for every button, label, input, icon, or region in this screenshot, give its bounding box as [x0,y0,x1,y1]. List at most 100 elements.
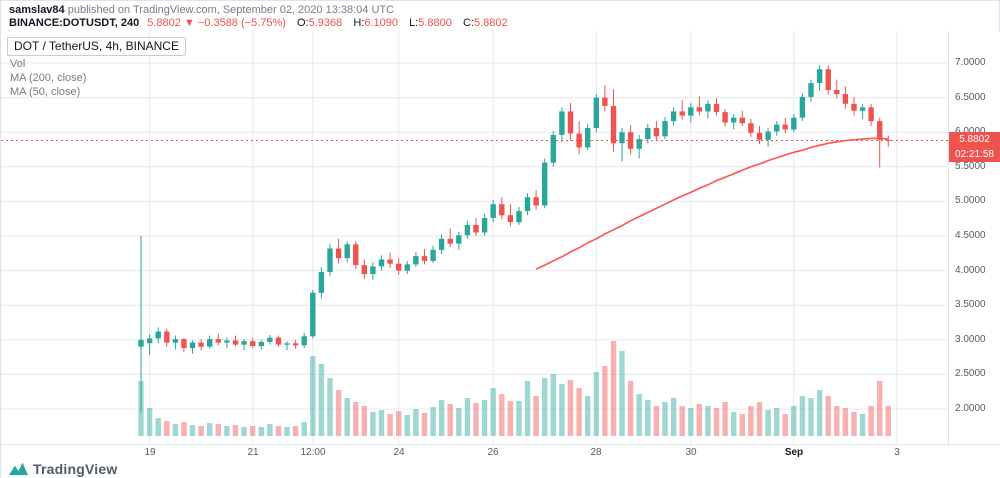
volume-bar [301,422,307,436]
price-axis-label: 2.5000 [955,368,986,379]
candle-body [421,256,428,261]
candle-body [198,342,204,347]
ohlc-close: C:5.8802 [462,17,508,29]
candle-body [267,337,273,342]
candle-body [799,96,806,118]
volume-bar [602,366,608,436]
volume-bar [576,388,582,436]
volume-bar [842,408,849,436]
time-axis-label: 19 [144,447,156,458]
brand-name: TradingView [33,460,118,477]
volume-bar [816,390,823,436]
candle-body [713,103,720,113]
volume-bar [808,398,814,436]
ohlc-high: H:6.1090 [353,17,398,29]
candle-body [301,336,307,346]
candle-body [490,204,496,218]
candlestick-chart[interactable] [1,31,948,444]
volume-bar [731,412,737,436]
volume-bar [224,426,230,436]
volume-bar [799,396,806,436]
username[interactable]: samslav84 [9,4,65,16]
price-axis-label: 5.0000 [955,195,986,206]
volume-bar [868,406,874,436]
candle-body [473,224,479,233]
volume-bar [404,415,410,436]
candle-body [645,128,651,140]
volume-bar [834,406,840,436]
candle-body [679,111,685,116]
candle-body [396,263,402,271]
legend-indicator-vol[interactable]: Vol [10,58,26,70]
legend-indicator-ma50[interactable]: MA (50, close) [10,86,81,98]
time-axis[interactable]: 19 21 12:00 24 26 28 30 Sep 3 [1,444,1000,459]
volume-bar [679,406,685,436]
time-axis-label: 30 [685,447,697,458]
candle-body [481,218,488,233]
volume-bar [396,411,402,436]
volume-bar [859,414,866,436]
volume-bar [585,396,591,436]
candle-body [670,111,677,122]
volume-bar [447,404,453,436]
volume-bar [146,408,153,436]
candle-body [765,131,771,140]
candle-body [705,103,711,112]
volume-bar [258,427,264,436]
time-axis-label: 24 [393,447,405,458]
legend-symbol-title[interactable]: DOT / TetherUS, 4h, BINANCE [7,37,186,56]
snapshot-header: samslav84 published on TradingView.com, … [1,1,999,31]
volume-bar [464,398,471,436]
price-axis-label: 3.5000 [955,299,986,310]
volume-bar [499,394,505,436]
time-axis-label: 21 [247,447,259,458]
candle-body [172,339,179,343]
volume-bar [524,381,531,436]
price-axis[interactable]: 7.0000 6.5000 6.0000 5.5000 5.0000 4.5000 4.00… [948,31,1000,459]
volume-bar [473,403,479,436]
ma50-line [535,137,889,270]
volume-bar [774,408,780,436]
price-axis-label: 6.0000 [955,126,986,138]
candle-body [585,128,591,148]
candle-body [250,341,256,346]
volume-bar [516,401,522,436]
candle-body [164,331,170,343]
candle-body [499,204,505,216]
candle-body [696,107,702,112]
candle-body [224,340,230,343]
volume-bar [155,418,161,436]
volume-bar [636,394,642,436]
volume-bar [722,402,728,436]
candle-body [791,117,797,130]
candle-body [275,337,282,345]
volume-bar [748,406,754,436]
symbol-interval[interactable]: BINANCE:DOTUSDT, 240 [9,17,140,29]
volume-bar [198,426,204,436]
candle-body [241,341,247,345]
candle-body [636,139,642,149]
tradingview-logo[interactable]: TradingView [9,461,117,477]
price-axis-label: 2.0000 [955,403,986,414]
time-axis-label: Sep [784,447,804,458]
candle-body [722,112,728,123]
volume-bar [318,364,325,436]
candle-body [370,266,376,274]
candle-body [181,339,187,349]
volume-bar [619,351,625,436]
volume-bar [310,356,316,436]
candle-body [576,133,582,148]
candle-body [825,69,831,90]
legend-indicator-ma200[interactable]: MA (200, close) [10,72,87,84]
volume-bar [275,426,282,436]
volume-bar [189,425,196,436]
volume-bar [335,390,342,436]
volume-bar [481,400,488,436]
candle-body [774,124,780,132]
volume-bar [456,408,462,436]
price-chart-pane[interactable]: DOT / TetherUS, 4h, BINANCE Vol MA (200,… [1,31,948,444]
volume-bar [250,426,256,436]
candle-body [292,343,299,346]
volume-bar [662,402,668,436]
candle-body [533,197,539,206]
